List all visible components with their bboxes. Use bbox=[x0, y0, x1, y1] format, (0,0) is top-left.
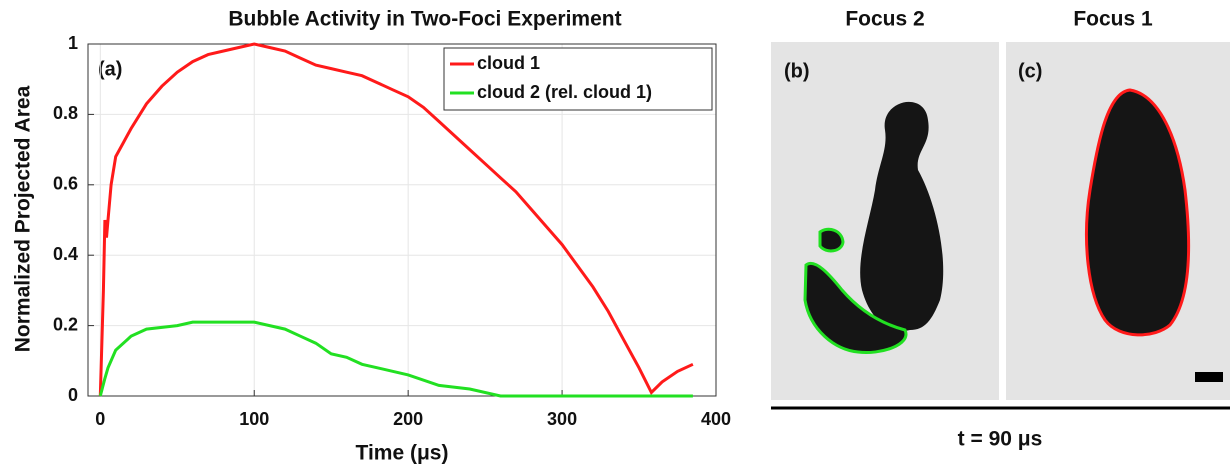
bubble-cloud bbox=[1085, 88, 1191, 337]
x-tick-label: 200 bbox=[393, 409, 423, 429]
x-tick-label: 300 bbox=[547, 409, 577, 429]
legend-label: cloud 1 bbox=[477, 53, 540, 73]
x-axis-label: Time (μs) bbox=[356, 442, 449, 465]
y-tick-label: 0 bbox=[68, 385, 78, 405]
y-tick-label: 0.8 bbox=[53, 103, 78, 123]
bubble-cloud bbox=[818, 227, 845, 253]
data-line bbox=[98, 320, 693, 398]
bubble-cloud bbox=[803, 261, 908, 355]
y-tick-label: 0.6 bbox=[53, 174, 78, 194]
y-tick-label: 0.4 bbox=[53, 244, 78, 264]
bubble-cloud bbox=[860, 101, 944, 331]
y-axis-label: Normalized Projected Area bbox=[12, 85, 35, 352]
y-tick-label: 0.2 bbox=[53, 314, 78, 334]
x-tick-label: 400 bbox=[701, 409, 731, 429]
scale-bar bbox=[1195, 372, 1223, 382]
x-tick-label: 0 bbox=[95, 409, 105, 429]
y-tick-label: 1 bbox=[68, 33, 78, 53]
plot-frame bbox=[87, 43, 717, 397]
panel-title: Focus 1 bbox=[1073, 8, 1153, 31]
panel-label: (a) bbox=[98, 58, 122, 80]
caption: t = 90 μs bbox=[958, 428, 1043, 451]
panel-label: (b) bbox=[784, 60, 810, 82]
legend-label: cloud 2 (rel. cloud 1) bbox=[477, 82, 652, 102]
legend-box bbox=[443, 47, 713, 111]
x-tick-label: 100 bbox=[239, 409, 269, 429]
panel-label: (c) bbox=[1018, 60, 1042, 82]
data-line bbox=[98, 42, 694, 397]
panel-title: Focus 2 bbox=[845, 8, 924, 31]
chart-title: Bubble Activity in Two-Foci Experiment bbox=[228, 8, 621, 31]
